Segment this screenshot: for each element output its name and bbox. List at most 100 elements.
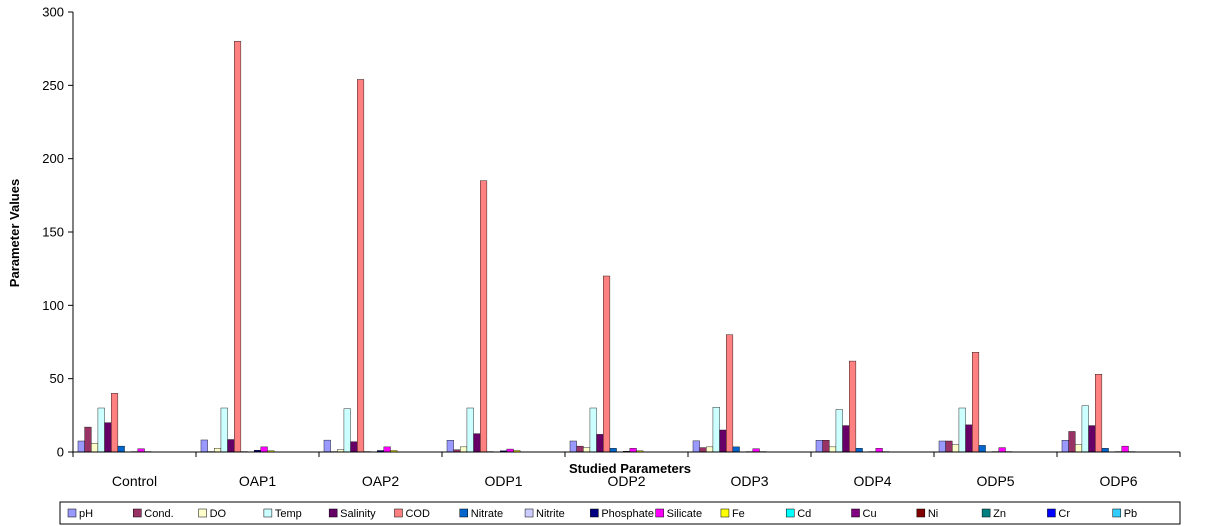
bar-salinity-odp5 <box>965 424 973 453</box>
y-tick-label: 300 <box>42 5 64 20</box>
x-tick-label: Control <box>112 473 157 489</box>
legend-label: pH <box>79 508 93 520</box>
bar-salinity-odp3 <box>719 429 727 453</box>
legend-swatch <box>851 508 860 518</box>
x-tick-label: ODP6 <box>1099 473 1137 489</box>
legend-swatch <box>1112 508 1121 518</box>
legend: pH Cond. DO Temp Salinity COD Nitrate Nitrite Ph… <box>59 501 1181 525</box>
legend-label: Nitrite <box>536 508 565 520</box>
bar-do-odp2 <box>583 447 591 453</box>
bar-silicate-oap2 <box>383 446 391 453</box>
legend-swatch <box>785 508 795 518</box>
legend-label: Salinity <box>340 508 376 520</box>
bar-temp-odp4 <box>835 409 843 453</box>
legend-label: Cr <box>1058 508 1070 520</box>
bar-temp-oap2 <box>343 408 351 453</box>
x-tick-label: ODP2 <box>607 473 645 489</box>
legend-swatch <box>263 508 273 518</box>
x-tick-label: ODP4 <box>853 473 891 489</box>
bar-do-control <box>91 443 99 453</box>
bar-ph-control <box>77 440 85 453</box>
bar-silicate-odp5 <box>998 447 1006 453</box>
bar-salinity-odp2 <box>596 434 604 453</box>
bar-cond-odp4 <box>822 440 830 453</box>
legend-item: pH <box>67 508 93 520</box>
bar-ph-odp6 <box>1061 440 1069 453</box>
bar-cond-control <box>84 426 92 453</box>
bar-temp-odp5 <box>958 407 966 453</box>
bar-cod-odp6 <box>1095 374 1103 453</box>
legend-label: Fe <box>732 508 745 520</box>
bar-silicate-odp2 <box>629 448 637 453</box>
legend-item: Phosphate <box>590 508 654 520</box>
legend-item: Cd <box>785 508 811 520</box>
bar-cod-odp2 <box>603 275 611 453</box>
bar-temp-odp1 <box>466 407 474 453</box>
y-tick-label: 150 <box>42 225 64 240</box>
bar-do-odp6 <box>1075 444 1083 453</box>
bar-cond-odp2 <box>576 445 584 453</box>
legend-item: COD <box>394 508 430 520</box>
bar-silicate-odp6 <box>1121 445 1129 453</box>
bar-salinity-oap1 <box>227 439 235 453</box>
legend-swatch <box>133 508 142 518</box>
legend-item: DO <box>198 508 227 520</box>
bar-cod-odp4 <box>849 360 857 453</box>
bar-nitrate-odp5 <box>978 445 986 453</box>
legend-item: Ni <box>916 508 938 520</box>
legend-label: Cond. <box>144 508 173 520</box>
bar-do-odp4 <box>829 446 837 453</box>
legend-item: Zn <box>981 508 1006 520</box>
bar-cod-odp5 <box>972 352 980 453</box>
y-axis-label: Parameter Values <box>7 179 22 287</box>
bar-ph-odp5 <box>938 440 946 453</box>
bar-ph-odp2 <box>569 440 577 453</box>
bar-salinity-oap2 <box>350 441 358 453</box>
bar-cod-oap2 <box>357 79 365 453</box>
y-tick-label: 200 <box>42 151 64 166</box>
legend-item: Temp <box>263 508 302 520</box>
bar-temp-control <box>97 407 105 453</box>
legend-label: Ni <box>928 508 938 520</box>
y-tick-label: 250 <box>42 78 64 93</box>
y-tick-label: 50 <box>50 371 64 386</box>
bar-temp-odp3 <box>712 407 720 453</box>
bar-cond-odp5 <box>945 440 953 453</box>
bar-ph-odp1 <box>446 440 454 453</box>
bar-salinity-odp6 <box>1088 425 1096 453</box>
legend-swatch <box>981 508 991 518</box>
bar-cond-odp6 <box>1068 431 1076 453</box>
bar-cod-odp3 <box>726 334 734 453</box>
legend-item: Silicate <box>655 508 702 520</box>
x-tick-label: ODP5 <box>976 473 1014 489</box>
bar-do-oap1 <box>214 448 222 453</box>
legend-swatch <box>916 508 926 518</box>
legend-swatch <box>328 508 338 518</box>
bar-cod-control <box>111 393 119 453</box>
legend-swatch <box>394 508 403 518</box>
x-tick-label: ODP3 <box>730 473 768 489</box>
legend-swatch <box>198 508 207 518</box>
x-tick-label: OAP1 <box>239 473 277 489</box>
bar-do-odp5 <box>952 444 960 453</box>
legend-item: Salinity <box>328 508 376 520</box>
y-axis: 0 50 100 150 200 250 300 <box>42 5 74 460</box>
x-axis-label: Studied Parameters <box>569 461 691 476</box>
bars <box>77 41 1176 453</box>
legend-label: COD <box>405 508 430 520</box>
bar-salinity-odp1 <box>473 433 481 453</box>
legend-item: Cu <box>851 508 877 520</box>
bar-cond-odp3 <box>699 447 707 453</box>
bar-do-odp3 <box>706 446 714 453</box>
legend-item: Cond. <box>133 508 174 520</box>
bar-nitrate-odp2 <box>609 448 617 453</box>
bar-salinity-control <box>104 422 112 453</box>
bar-temp-odp6 <box>1081 405 1089 453</box>
bar-silicate-odp4 <box>875 448 883 453</box>
legend-label: Zn <box>993 508 1006 520</box>
bar-nitrate-control <box>117 445 125 453</box>
bar-ph-oap2 <box>323 439 331 453</box>
legend-label: Nitrate <box>471 508 503 520</box>
y-tick-label: 0 <box>57 445 64 460</box>
